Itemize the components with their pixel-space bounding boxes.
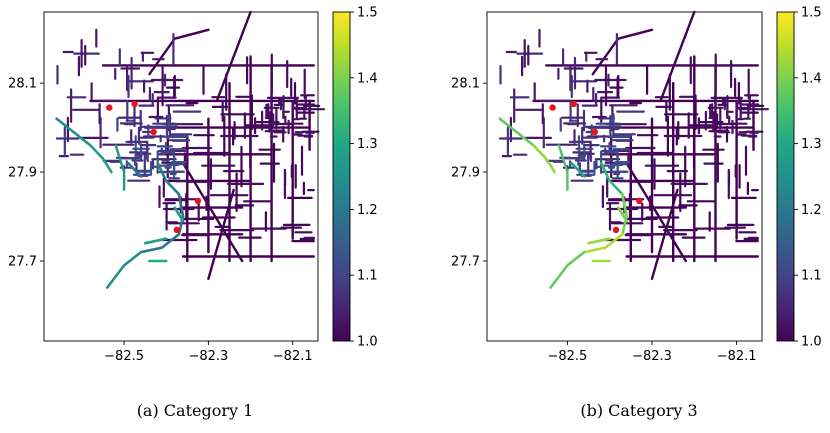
y-tick-label: 27.9	[451, 166, 480, 181]
marker-point	[106, 104, 113, 111]
colorbar-tick-label: 1.2	[801, 203, 822, 218]
colorbar-tick-label: 1.0	[801, 335, 822, 350]
marker-group	[106, 100, 202, 234]
marker-point	[636, 197, 643, 205]
coastal-road	[599, 161, 624, 196]
road-diag	[591, 28, 654, 76]
axes-frame	[43, 11, 319, 342]
road-diag	[181, 162, 244, 263]
coastal-road	[532, 144, 556, 174]
road-diag	[625, 162, 687, 263]
colorbar	[776, 11, 795, 342]
map-panel-2: −82.5 −82.3 −82.1 28.1 27.9 27.7 1.5 1.4 1.3 1.2 1…	[451, 6, 822, 421]
coastal-road	[105, 250, 143, 289]
marker-point	[131, 100, 138, 108]
colorbar	[332, 11, 351, 342]
x-tick-label: −82.3	[188, 349, 228, 364]
coastal-road	[549, 250, 586, 289]
x-tick-label: −82.1	[273, 349, 313, 364]
coastal-road	[89, 144, 113, 174]
marker-point	[173, 226, 180, 234]
x-tick-label: −82.5	[547, 349, 587, 364]
marker-point	[150, 128, 157, 136]
coastal-road	[587, 237, 611, 245]
colorbar-tick-label: 1.4	[801, 71, 822, 86]
coastal-road	[139, 233, 181, 254]
colorbar-tick-label: 1.2	[357, 203, 378, 218]
marker-point	[612, 226, 620, 234]
colorbar-tick-label: 1.1	[801, 269, 822, 284]
coastal-road	[616, 206, 628, 223]
marker-point	[591, 128, 599, 136]
coastal-road	[156, 161, 181, 196]
y-tick-label: 27.7	[451, 254, 480, 269]
road-diag	[207, 188, 235, 280]
road-network	[498, 10, 769, 289]
axes-frame	[486, 11, 763, 342]
coastal-road	[177, 193, 185, 236]
map-panel-1: −82.5 −82.3 −82.1 28.1 27.9 27.7 1.5 1.4 1.3 1.2 1…	[8, 6, 378, 421]
road-diag	[148, 28, 210, 76]
coastal-road	[583, 233, 624, 254]
colorbar-tick-label: 1.1	[357, 269, 378, 284]
marker-point	[549, 104, 556, 111]
road-diag	[659, 10, 696, 103]
coastal-road	[498, 117, 535, 147]
y-tick-label: 28.1	[451, 77, 480, 92]
y-tick-label: 28.1	[8, 77, 37, 92]
coastal-road	[55, 117, 92, 147]
y-tick-label: 27.9	[8, 166, 37, 181]
coastal-road	[570, 161, 586, 178]
marker-point	[194, 197, 202, 205]
road-diag	[215, 10, 252, 103]
colorbar-tick-label: 1.0	[357, 335, 378, 350]
x-tick-label: −82.3	[632, 349, 672, 364]
x-tick-label: −82.5	[104, 349, 144, 364]
x-tick-label: −82.1	[717, 349, 757, 364]
road-network	[55, 10, 325, 289]
coastal-road	[127, 161, 143, 178]
y-tick-label: 27.7	[8, 254, 37, 269]
colorbar-tick-label: 1.4	[357, 71, 378, 86]
panel-caption: (b) Category 3	[580, 401, 697, 420]
coastal-road	[173, 206, 185, 223]
colorbar-tick-label: 1.5	[357, 6, 378, 21]
marker-point	[570, 100, 577, 108]
colorbar-tick-label: 1.3	[357, 137, 378, 152]
coastal-road	[114, 144, 126, 191]
coastal-road	[557, 144, 569, 191]
panel-caption: (a) Category 1	[137, 401, 254, 420]
road-diag	[650, 188, 679, 280]
colorbar-tick-label: 1.3	[801, 137, 822, 152]
coastal-road	[621, 193, 628, 236]
marker-group	[549, 100, 643, 234]
colorbar-tick-label: 1.5	[801, 6, 822, 21]
coastal-road	[143, 237, 168, 245]
